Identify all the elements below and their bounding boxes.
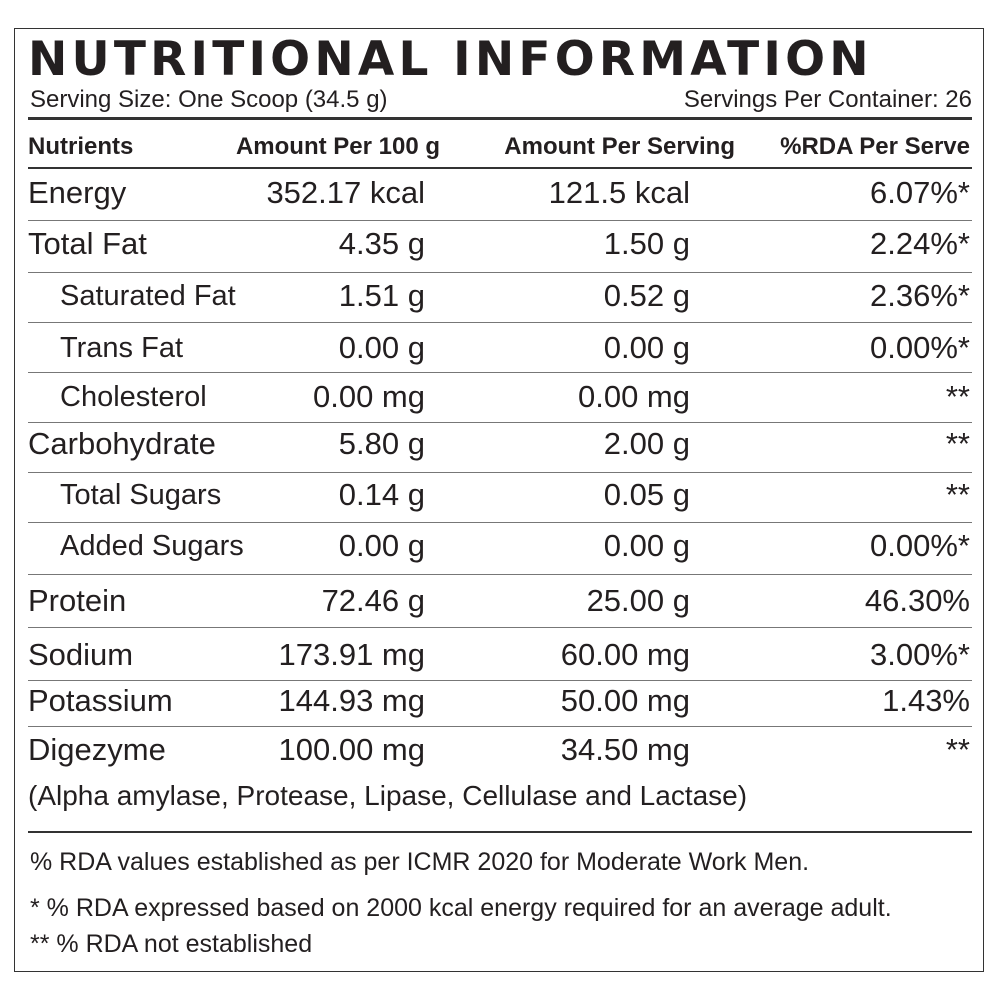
table-row: Total Fat 4.35 g 1.50 g 2.24%* bbox=[0, 224, 1000, 264]
amount-per-100g: 0.00 g bbox=[338, 528, 425, 563]
nutrient-name: Total Fat bbox=[28, 226, 147, 261]
footnote: % RDA values established as per ICMR 202… bbox=[30, 848, 810, 876]
amount-per-serving: 60.00 mg bbox=[560, 637, 690, 672]
amount-per-100g: 0.14 g bbox=[338, 477, 425, 512]
row-divider bbox=[28, 680, 972, 681]
rda-percent: 6.07%* bbox=[870, 175, 970, 210]
row-divider bbox=[28, 272, 972, 273]
label-frame bbox=[14, 28, 984, 972]
nutrient-name: Added Sugars bbox=[60, 530, 244, 562]
row-divider bbox=[28, 726, 972, 727]
rda-percent: ** bbox=[945, 732, 970, 767]
rda-percent: 3.00%* bbox=[870, 637, 970, 672]
table-row: Potassium 144.93 mg 50.00 mg 1.43% bbox=[0, 681, 1000, 721]
row-divider bbox=[28, 522, 972, 523]
label-title: NUTRITIONAL INFORMATION bbox=[28, 32, 873, 87]
amount-per-serving: 0.05 g bbox=[603, 477, 690, 512]
nutrient-name: Cholesterol bbox=[60, 381, 207, 413]
row-divider bbox=[28, 372, 972, 373]
divider bbox=[28, 117, 972, 120]
amount-per-100g: 4.35 g bbox=[338, 226, 425, 261]
amount-per-serving: 0.52 g bbox=[603, 278, 690, 313]
servings-per-container: Servings Per Container: 26 bbox=[683, 86, 972, 113]
header-per-100g: Amount Per 100 g bbox=[235, 133, 440, 160]
amount-per-100g: 72.46 g bbox=[321, 583, 425, 618]
amount-per-100g: 1.51 g bbox=[338, 278, 425, 313]
nutrient-name: Potassium bbox=[28, 683, 173, 718]
nutrient-name: Digezyme bbox=[28, 732, 166, 767]
table-row: Saturated Fat 1.51 g 0.52 g 2.36%* bbox=[0, 276, 1000, 316]
amount-per-serving: 25.00 g bbox=[586, 583, 690, 618]
digezyme-note: (Alpha amylase, Protease, Lipase, Cellul… bbox=[28, 780, 748, 811]
nutrient-name: Saturated Fat bbox=[60, 280, 236, 312]
rda-percent: 1.43% bbox=[882, 683, 970, 718]
header-rda: %RDA Per Serve bbox=[780, 133, 970, 160]
divider bbox=[28, 831, 972, 833]
rda-percent: ** bbox=[945, 477, 970, 512]
amount-per-100g: 173.91 mg bbox=[278, 637, 426, 672]
row-divider bbox=[28, 472, 972, 473]
amount-per-serving: 34.50 mg bbox=[560, 732, 690, 767]
rda-percent: 2.36%* bbox=[870, 278, 970, 313]
rda-percent: 2.24%* bbox=[870, 226, 970, 261]
nutrient-name: Carbohydrate bbox=[28, 426, 216, 461]
row-divider bbox=[28, 322, 972, 323]
rda-percent: 46.30% bbox=[864, 583, 970, 618]
table-row: Carbohydrate 5.80 g 2.00 g ** bbox=[0, 424, 1000, 464]
rda-percent: 0.00%* bbox=[870, 330, 970, 365]
table-row: Protein 72.46 g 25.00 g 46.30% bbox=[0, 581, 1000, 621]
amount-per-serving: 1.50 g bbox=[603, 226, 690, 261]
table-row: Energy 352.17 kcal 121.5 kcal 6.07%* bbox=[0, 173, 1000, 213]
table-row: Digezyme 100.00 mg 34.50 mg ** bbox=[0, 730, 1000, 770]
amount-per-100g: 144.93 mg bbox=[278, 683, 426, 718]
amount-per-100g: 352.17 kcal bbox=[266, 175, 425, 210]
rda-percent: ** bbox=[945, 379, 970, 414]
rda-percent: ** bbox=[945, 426, 970, 461]
table-row: Sodium 173.91 mg 60.00 mg 3.00%* bbox=[0, 635, 1000, 675]
amount-per-100g: 5.80 g bbox=[338, 426, 425, 461]
footnote: * % RDA expressed based on 2000 kcal ene… bbox=[30, 894, 892, 922]
amount-per-100g: 0.00 mg bbox=[312, 379, 425, 414]
rda-percent: 0.00%* bbox=[870, 528, 970, 563]
row-divider bbox=[28, 422, 972, 423]
serving-size: Serving Size: One Scoop (34.5 g) bbox=[30, 86, 388, 113]
nutrient-name: Energy bbox=[28, 175, 127, 210]
amount-per-100g: 0.00 g bbox=[338, 330, 425, 365]
divider bbox=[28, 167, 972, 169]
amount-per-serving: 0.00 g bbox=[603, 528, 690, 563]
amount-per-serving: 121.5 kcal bbox=[548, 175, 690, 210]
row-divider bbox=[28, 574, 972, 575]
amount-per-serving: 50.00 mg bbox=[560, 683, 690, 718]
row-divider bbox=[28, 627, 972, 628]
footnote: ** % RDA not established bbox=[30, 930, 313, 958]
amount-per-serving: 2.00 g bbox=[603, 426, 690, 461]
header-nutrients: Nutrients bbox=[28, 133, 134, 160]
table-row: Total Sugars 0.14 g 0.05 g ** bbox=[0, 475, 1000, 515]
header-per-serving: Amount Per Serving bbox=[504, 133, 735, 160]
nutrient-name: Trans Fat bbox=[60, 332, 184, 364]
table-row: Cholesterol 0.00 mg 0.00 mg ** bbox=[0, 377, 1000, 417]
nutrient-name: Sodium bbox=[28, 637, 134, 672]
amount-per-100g: 100.00 mg bbox=[278, 732, 426, 767]
nutrient-name: Total Sugars bbox=[60, 479, 222, 511]
table-row: Trans Fat 0.00 g 0.00 g 0.00%* bbox=[0, 328, 1000, 368]
amount-per-serving: 0.00 g bbox=[603, 330, 690, 365]
amount-per-serving: 0.00 mg bbox=[577, 379, 690, 414]
row-divider bbox=[28, 220, 972, 221]
table-row: Added Sugars 0.00 g 0.00 g 0.00%* bbox=[0, 526, 1000, 566]
nutrient-name: Protein bbox=[28, 583, 127, 618]
